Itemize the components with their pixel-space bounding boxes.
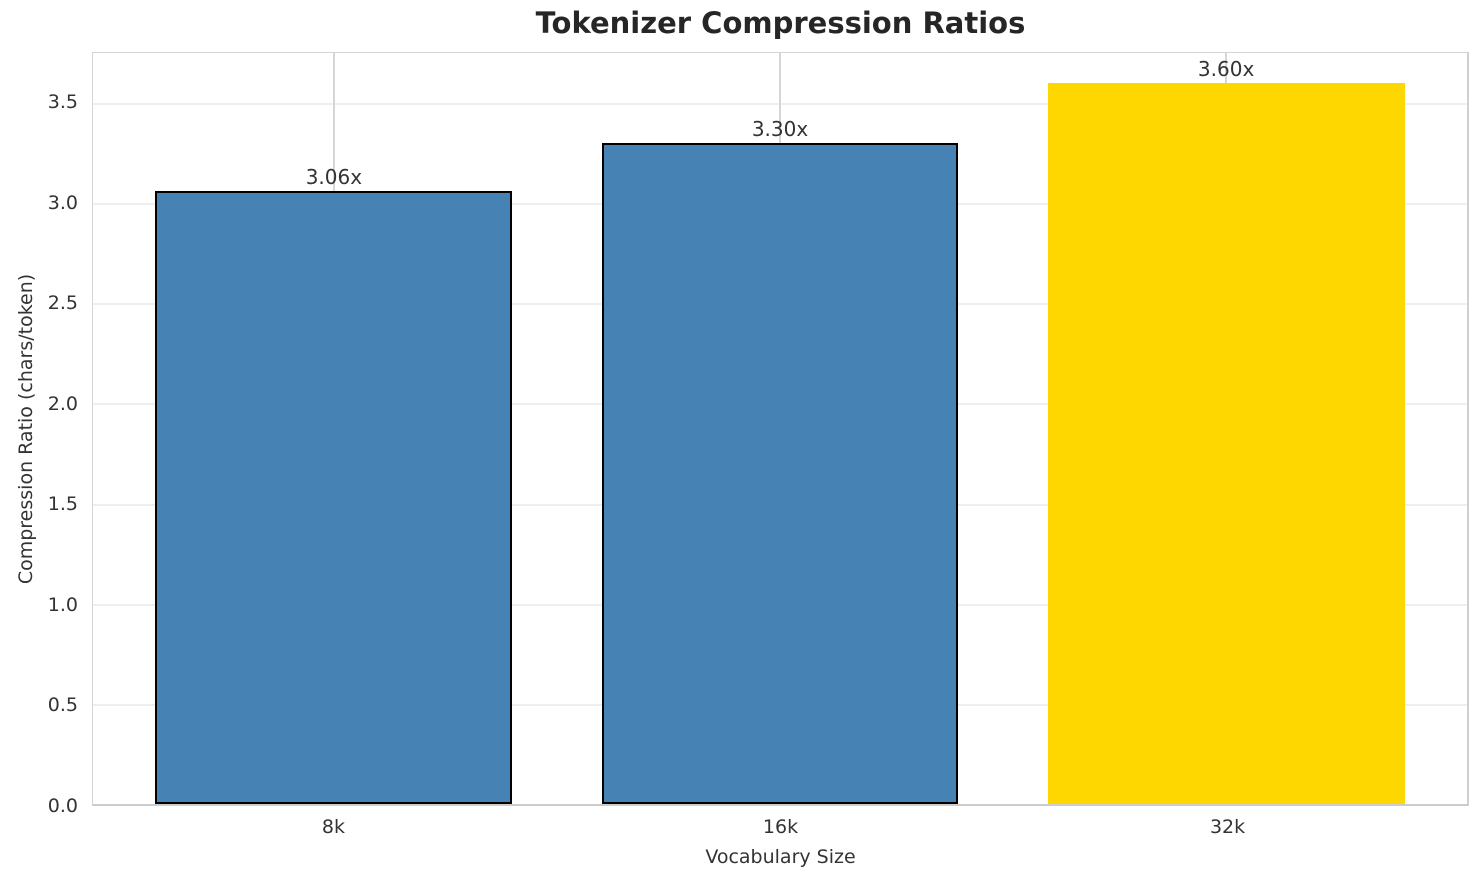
x-axis-ticks: 8k 16k 32k xyxy=(92,814,1469,840)
y-tick-label: 3.0 xyxy=(47,191,78,214)
x-tick-label: 16k xyxy=(762,816,799,838)
bar-32k xyxy=(1047,83,1405,804)
x-tick-label: 8k xyxy=(321,816,345,838)
y-tick-label: 0.5 xyxy=(47,694,78,717)
bar-value-label: 3.06x xyxy=(305,165,363,190)
y-tick-label: 2.5 xyxy=(47,292,78,315)
y-tick-label: 0.0 xyxy=(47,795,78,817)
bar-16k xyxy=(601,143,959,804)
y-tick-label: 3.5 xyxy=(47,91,78,114)
y-tick-label: 2.0 xyxy=(47,392,78,415)
x-axis-label: Vocabulary Size xyxy=(705,846,856,868)
y-axis-label: Compression Ratio (chars/token) xyxy=(15,273,37,585)
plot-area: 3.06x 3.30x 3.60x xyxy=(92,52,1469,806)
bar-value-label: 3.60x xyxy=(1197,57,1255,82)
chart-title: Tokenizer Compression Ratios xyxy=(535,6,1026,40)
y-tick-label: 1.5 xyxy=(47,493,78,516)
y-tick-label: 1.0 xyxy=(47,593,78,616)
bar-8k xyxy=(155,191,513,804)
x-tick-label: 32k xyxy=(1209,816,1246,838)
bar-value-label: 3.30x xyxy=(751,117,809,142)
